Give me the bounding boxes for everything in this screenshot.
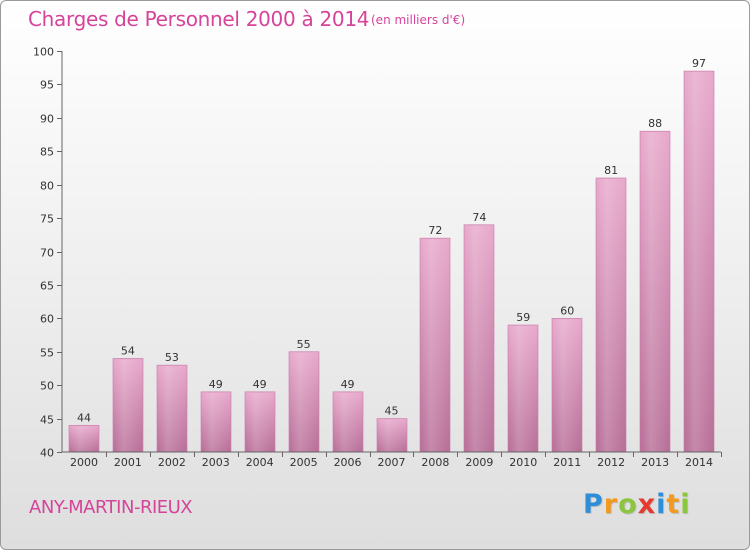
- y-tick-label: 40: [40, 447, 54, 460]
- y-tick-label: 50: [40, 380, 54, 393]
- bar-highlight: [70, 426, 98, 452]
- data-label: 44: [77, 411, 91, 424]
- logo-letter: o: [618, 489, 638, 520]
- bar-highlight: [553, 319, 581, 452]
- x-tick-label: 2006: [334, 456, 362, 469]
- bar-highlight: [114, 359, 142, 452]
- bar-highlight: [246, 392, 274, 452]
- data-label: 49: [341, 378, 355, 391]
- x-tick-label: 2004: [246, 456, 274, 469]
- x-tick-label: 2009: [465, 456, 493, 469]
- bars-layer: [68, 70, 715, 453]
- data-label: 60: [560, 304, 574, 317]
- x-tick-label: 2013: [641, 456, 669, 469]
- x-tick-label: 2014: [685, 456, 713, 469]
- data-label: 55: [297, 338, 311, 351]
- data-label: 49: [253, 378, 267, 391]
- bar-highlight: [290, 352, 318, 452]
- x-tick-label: 2010: [509, 456, 537, 469]
- data-label: 81: [604, 164, 618, 177]
- bar-highlight: [378, 419, 406, 452]
- bar-highlight: [465, 225, 493, 452]
- data-label: 49: [209, 378, 223, 391]
- y-tick-label: 65: [40, 280, 54, 293]
- y-tick-label: 55: [40, 347, 54, 360]
- x-tick-label: 2008: [421, 456, 449, 469]
- y-tick-label: 45: [40, 414, 54, 427]
- commune-name: ANY-MARTIN-RIEUX: [29, 497, 193, 518]
- chart-subtitle: (en milliers d'€): [371, 13, 466, 27]
- bar-highlight: [421, 239, 449, 452]
- y-tick-label: 60: [40, 313, 54, 326]
- data-label: 45: [385, 405, 399, 418]
- data-label: 54: [121, 344, 135, 357]
- logo-letter: i: [680, 489, 691, 520]
- proxiti-logo: Proxiti: [583, 489, 691, 520]
- data-label: 74: [472, 211, 486, 224]
- bar-highlight: [202, 392, 230, 452]
- x-tick-label: 2011: [553, 456, 581, 469]
- x-tick-label: 2003: [202, 456, 230, 469]
- data-label: 88: [648, 117, 662, 130]
- bar-highlight: [158, 366, 186, 452]
- x-tick-label: 2012: [597, 456, 625, 469]
- x-tick-label: 2000: [70, 456, 98, 469]
- logo-letter: t: [666, 489, 681, 520]
- x-tick-label: 2005: [290, 456, 318, 469]
- axes-layer: 40 45 50 55 60 65 70 75 80 85 90 95 100 44 2000 54 2001 5…: [33, 46, 722, 469]
- bar-highlight: [334, 392, 362, 452]
- data-label: 59: [516, 311, 530, 324]
- y-tick-label: 85: [40, 146, 54, 159]
- logo-letter: P: [583, 489, 604, 520]
- y-tick-label: 90: [40, 113, 54, 126]
- y-tick-label: 75: [40, 213, 54, 226]
- bar-highlight: [685, 72, 713, 453]
- logo-letter: x: [637, 489, 657, 520]
- data-label: 72: [428, 224, 442, 237]
- logo-letter: r: [603, 489, 619, 520]
- y-tick-label: 95: [40, 79, 54, 92]
- y-tick-label: 100: [33, 46, 54, 59]
- x-tick-label: 2007: [378, 456, 406, 469]
- bar-highlight: [509, 326, 537, 452]
- y-tick-label: 80: [40, 180, 54, 193]
- x-tick-label: 2002: [158, 456, 186, 469]
- data-label: 53: [165, 351, 179, 364]
- data-label: 97: [692, 57, 706, 70]
- bar-highlight: [641, 132, 669, 452]
- x-tick-label: 2001: [114, 456, 142, 469]
- chart-title: Charges de Personnel 2000 à 2014: [28, 7, 370, 31]
- y-tick-label: 70: [40, 247, 54, 260]
- logo-letter: i: [656, 489, 667, 520]
- bar-highlight: [597, 178, 625, 452]
